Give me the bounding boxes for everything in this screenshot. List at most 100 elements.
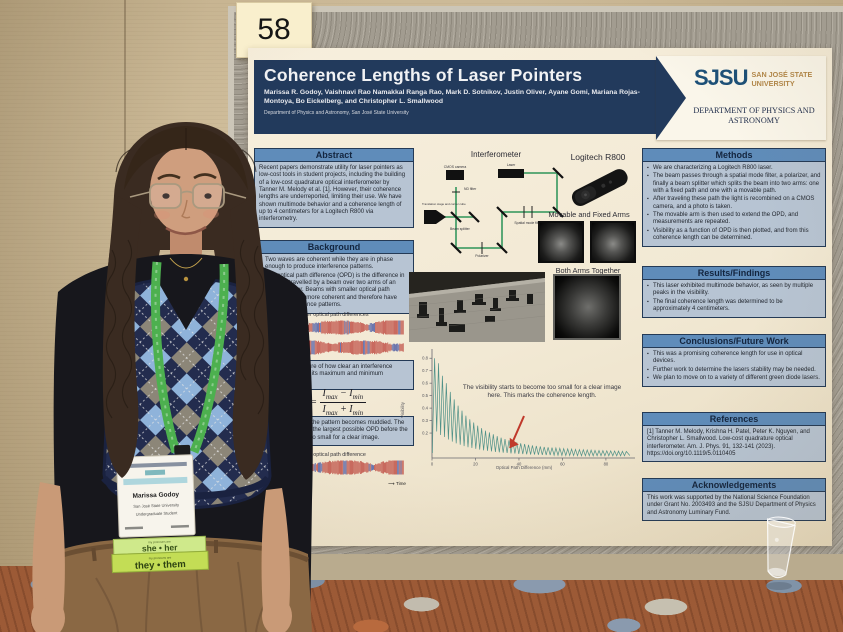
badge-card [116, 454, 196, 538]
badge-clip [174, 444, 191, 457]
lanyard-strap [189, 263, 229, 454]
eye [204, 193, 212, 199]
badge-logo-mark [144, 469, 166, 476]
chart-ylabel: Visibility [400, 402, 405, 418]
lanyard-print [154, 261, 226, 453]
both-arms-image [553, 274, 621, 340]
hair-curl-texture [105, 149, 265, 419]
formula-numerator: Imax − Imin [319, 388, 367, 403]
svg-text:0.6: 0.6 [422, 381, 428, 386]
conclusions-body: This was a promising coherence length fo… [642, 348, 826, 388]
conclusions-bullet: We plan to move on to a variety of diffe… [647, 375, 821, 382]
glasses [192, 183, 225, 209]
figure-wave-large-caption: Larger optical path difference [296, 452, 366, 458]
badge-role: Undergraduate Student [136, 510, 179, 516]
hairline [124, 126, 248, 190]
methods-heading: Methods [642, 148, 826, 162]
glasses [149, 183, 182, 209]
eye [162, 193, 170, 199]
time-axis-label: Time [395, 481, 406, 486]
movable-arm-image [538, 221, 584, 263]
formula-denominator: Imax + Imin [322, 404, 364, 417]
svg-text:0.5: 0.5 [422, 393, 428, 398]
chart-xlabel: Optical Path Difference (mm) [495, 465, 553, 470]
pronoun-tag [111, 550, 209, 574]
glasses-temples [129, 191, 247, 199]
section-conclusions: Conclusions/Future Work This was a promi… [642, 334, 826, 388]
svg-text:0.3: 0.3 [422, 418, 428, 423]
badge-header-print [122, 461, 187, 469]
acknowledgements-body: This work was supported by the National … [642, 492, 826, 521]
svg-text:0: 0 [431, 462, 434, 467]
plastic-cup [766, 516, 796, 590]
diagram-label-spatialfilter: Spatial mode filter [514, 221, 542, 225]
visibility-chart: 0.2 0.3 0.4 0.5 0.6 0.7 0.8 0 20 40 60 80 [422, 349, 635, 467]
face-details [129, 173, 247, 236]
sjsu-university-name: SAN JOSÉ STATE UNIVERSITY [751, 70, 813, 88]
eyebrow [193, 173, 217, 180]
eyebrow [157, 173, 181, 181]
badge-footer-print [124, 526, 144, 530]
section-references: References [1] Tanner M. Melody, Krishna… [642, 412, 826, 463]
svg-text:80: 80 [604, 462, 609, 467]
affiliation-line: Department of Physics and Astronomy, San… [264, 109, 409, 116]
pronoun-tag-value: they • them [135, 559, 186, 572]
cheek-blush [154, 210, 170, 220]
nose [181, 199, 191, 219]
section-results: Results/Findings This laser exhibited mu… [642, 266, 826, 319]
logitech-r800-title: Logitech R800 [570, 152, 626, 162]
fixed-arm-image [590, 221, 636, 263]
interferometer-diagram: CMOS camera ND filter Laser Translation … [422, 163, 564, 258]
svg-text:0.2: 0.2 [422, 431, 428, 436]
badge-teal-band [123, 476, 188, 486]
section-acknowledgements: Acknowledgements This work was supported… [642, 478, 826, 521]
research-poster: Coherence Lengths of Laser Pointers Mari… [248, 48, 832, 546]
sjsu-department-name: DEPARTMENT OF PHYSICS AND ASTRONOMY [693, 106, 815, 125]
badge-footer-print [170, 524, 189, 528]
badge-name: Marissa Godoy [132, 491, 179, 500]
pronoun-tag-label: my pronouns are [149, 555, 172, 560]
acknowledgements-heading: Acknowledgements [642, 478, 826, 492]
annotation-arrow-icon [509, 415, 525, 449]
svg-text:0.8: 0.8 [422, 356, 428, 361]
conclusions-bullet: Further work to determine the lasers sta… [647, 367, 821, 374]
references-heading: References [642, 412, 826, 426]
both-arms-title: Both Arms Together [555, 266, 621, 275]
diagram-label-beamsplitter: Beam splitter [450, 227, 471, 231]
results-heading: Results/Findings [642, 266, 826, 280]
conclusions-heading: Conclusions/Future Work [642, 334, 826, 348]
methods-bullet: The beam passes through a spatial mode f… [647, 173, 821, 195]
pronoun-tag-value: she • her [142, 542, 179, 553]
lanyard-strap [151, 261, 181, 454]
presenter: Marissa Godoy San José State University … [31, 122, 313, 632]
conclusions-bullet: This was a promising coherence length fo… [647, 351, 821, 366]
logitech-remote-image [571, 169, 628, 206]
figure-wave-small-caption: Smaller optical path differences [293, 312, 369, 318]
methods-bullet: After traveling these path the light is … [647, 196, 821, 211]
face [150, 146, 222, 234]
methods-bullet: Visibility as a function of OPD is then … [647, 228, 821, 243]
arms-and-hands [31, 482, 292, 632]
poster-number: 58 [257, 13, 291, 46]
time-axis-arrow-icon: ⟶ [388, 481, 396, 486]
pronoun-tag-label: my pronouns are [148, 540, 171, 545]
diagram-label-polarizer: Polarizer [475, 254, 489, 258]
chart-annotation: The visibility starts to become too smal… [462, 384, 622, 400]
methods-bullet: We are characterizing a Logitech R800 la… [647, 165, 821, 172]
section-methods: Methods We are characterizing a Logitech… [642, 148, 826, 248]
necklace [169, 257, 203, 269]
results-body: This laser exhibited multimode behavior,… [642, 280, 826, 319]
section-abstract: Abstract Recent papers demonstrate utili… [254, 148, 414, 228]
diagram-label-cmos: CMOS camera [444, 165, 467, 169]
abstract-heading: Abstract [254, 148, 414, 162]
necklace-pendant [183, 276, 189, 282]
svg-text:40: 40 [517, 462, 522, 467]
arms-title: Movable and Fixed Arms [548, 210, 630, 219]
diagram-label-ndfilter: ND filter [464, 187, 477, 191]
banner-arrow-icon [656, 56, 686, 140]
optical-table-photo [409, 272, 545, 342]
title-banner: Coherence Lengths of Laser Pointers Mari… [254, 60, 656, 134]
svg-text:60: 60 [560, 462, 565, 467]
diagram-label-translation: Translation stage and corner cube [422, 202, 466, 206]
